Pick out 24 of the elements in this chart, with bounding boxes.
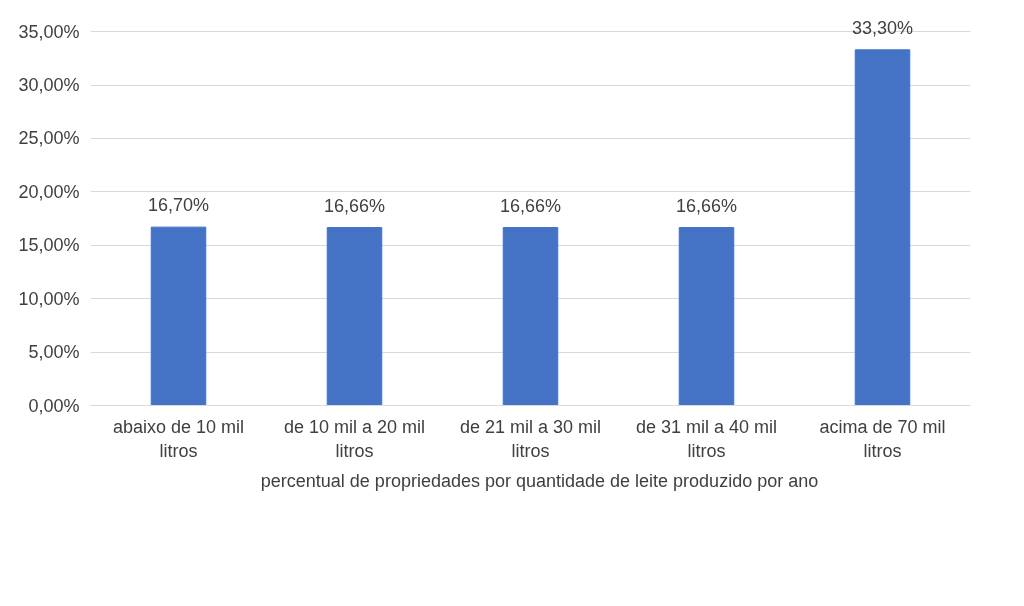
data-label: 33,30% (851, 17, 914, 38)
data-label: 16,66% (499, 195, 562, 216)
data-label: 16,66% (675, 195, 738, 216)
data-label: 16,66% (323, 195, 386, 216)
text: percentual de propriedades por quantidade de leite produzido por ano (260, 470, 819, 492)
bar (326, 227, 383, 406)
x-tick-label: de 10 mil a 20 mil litros (283, 416, 426, 461)
bar (502, 227, 559, 406)
y-tick-label: 10,00% (18, 288, 80, 309)
x-tick-label: de 21 mil a 30 mil litros (459, 416, 602, 461)
bar (854, 49, 911, 406)
y-tick-label: 15,00% (18, 235, 80, 256)
y-tick-label: 0,00% (28, 395, 80, 416)
x-tick-label: abaixo de 10 mil litros (112, 416, 245, 461)
y-tick-label: 30,00% (18, 75, 80, 96)
y-tick-label: 5,00% (28, 342, 80, 363)
y-tick-label: 35,00% (18, 21, 80, 42)
y-tick-label: 20,00% (18, 181, 80, 202)
bar (678, 227, 735, 406)
x-tick-label: acima de 70 mil litros (819, 416, 946, 461)
x-tick-label: de 31 mil a 40 mil litros (635, 416, 778, 461)
data-label: 16,70% (147, 195, 210, 216)
y-tick-label: 25,00% (18, 128, 80, 149)
bar (150, 226, 207, 406)
